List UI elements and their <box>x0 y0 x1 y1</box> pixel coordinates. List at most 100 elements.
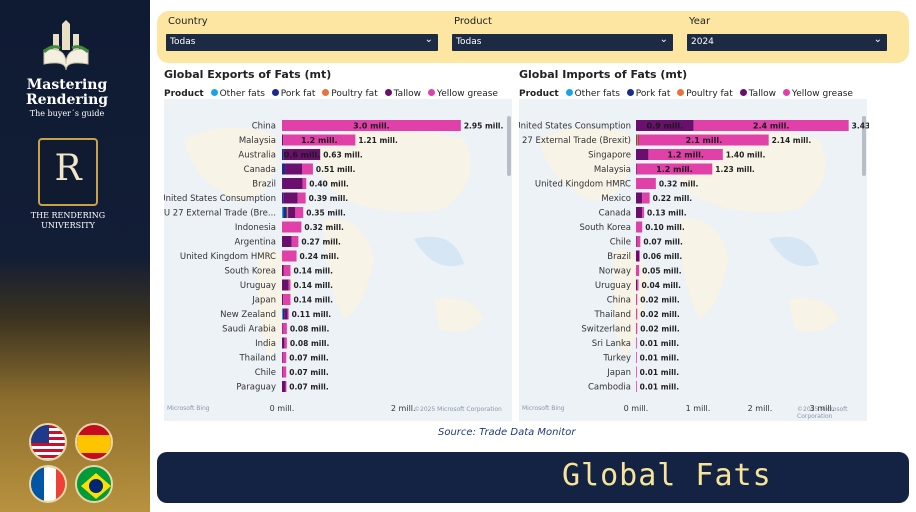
bar-segment-tallow[interactable] <box>636 279 638 291</box>
bar-segment-pork-fat[interactable] <box>282 192 284 204</box>
total-label: 0.22 mill. <box>653 194 693 203</box>
bar-segment-yellow-grease[interactable] <box>282 120 461 131</box>
bar-segment-yellow-grease[interactable] <box>302 163 313 175</box>
bar-segment-yellow-grease[interactable] <box>637 279 639 291</box>
bar-segment-tallow[interactable] <box>282 337 285 349</box>
brazil-flag-icon[interactable] <box>75 465 113 503</box>
bar-segment-tallow[interactable] <box>288 207 296 218</box>
bar-segment-tallow[interactable] <box>282 134 284 146</box>
bar-segment-yellow-grease[interactable] <box>636 236 641 247</box>
segment-value-label: 0.9 mill. <box>647 122 684 131</box>
legend-item-tallow[interactable]: Tallow <box>739 89 776 99</box>
legend-item-other-fats[interactable]: Other fats <box>210 89 265 99</box>
bar-segment-yellow-grease[interactable] <box>287 308 289 320</box>
bar-segment-yellow-grease[interactable] <box>636 294 638 305</box>
chevron-down-icon: ⌄ <box>873 34 882 45</box>
bar-segment-pork-fat[interactable] <box>283 207 287 218</box>
bar-segment-yellow-grease[interactable] <box>642 192 650 204</box>
bar-segment-tallow[interactable] <box>636 250 640 262</box>
legend-dot <box>427 89 435 96</box>
us-flag-icon[interactable] <box>29 423 67 461</box>
x-tick-label: 2 mill. <box>748 404 773 413</box>
bar-segment-pork-fat[interactable] <box>636 134 637 146</box>
legend-item-poultry-fat[interactable]: Poultry fat <box>322 89 378 99</box>
bar-segment-yellow-grease[interactable] <box>288 279 291 291</box>
bar-segment-tallow[interactable] <box>636 236 637 247</box>
bar-segment-yellow-grease[interactable] <box>636 381 637 392</box>
category-label: Chile <box>255 368 276 378</box>
bar-segment-tallow[interactable] <box>283 192 298 204</box>
bar-segment-tallow[interactable] <box>283 149 321 160</box>
bar-segment-tallow[interactable] <box>282 381 286 392</box>
product-dropdown[interactable]: Todas ⌄ <box>452 34 673 51</box>
bar-segment-yellow-grease[interactable] <box>282 221 302 233</box>
bar-segment-pork-fat[interactable] <box>282 149 284 160</box>
bar-segment-tallow[interactable] <box>282 236 292 247</box>
bar-segment-tallow[interactable] <box>284 308 288 320</box>
bar-segment-yellow-grease[interactable] <box>636 323 638 334</box>
year-dropdown[interactable]: 2024 ⌄ <box>687 34 887 51</box>
bar-segment-yellow-grease[interactable] <box>636 308 638 320</box>
bar-segment-pork-fat[interactable] <box>282 163 286 175</box>
bar-segment-tallow[interactable] <box>285 163 303 175</box>
legend-item-other-fats[interactable]: Other fats <box>565 89 620 99</box>
country-dropdown[interactable]: Todas ⌄ <box>166 34 438 51</box>
bar-segment-yellow-grease[interactable] <box>693 120 849 131</box>
bar-segment-yellow-grease[interactable] <box>636 366 637 378</box>
bar-segment-tallow[interactable] <box>282 178 303 189</box>
bar-segment-tallow[interactable] <box>636 120 694 131</box>
bar-segment-tallow[interactable] <box>636 149 649 160</box>
france-flag-icon[interactable] <box>29 465 67 503</box>
legend-item-pork-fat[interactable]: Pork fat <box>626 89 670 99</box>
bar-segment-tallow[interactable] <box>636 163 637 175</box>
bar-segment-yellow-grease[interactable] <box>636 265 640 276</box>
bar-segment-poultry-fat[interactable] <box>286 207 289 218</box>
legend-item-tallow[interactable]: Tallow <box>384 89 421 99</box>
bar-segment-yellow-grease[interactable] <box>639 250 640 262</box>
bar-segment-tallow[interactable] <box>282 323 283 334</box>
bar-segment-yellow-grease[interactable] <box>636 337 637 349</box>
bar-segment-tallow[interactable] <box>636 207 643 218</box>
legend-item-pork-fat[interactable]: Pork fat <box>271 89 315 99</box>
bar-segment-yellow-grease[interactable] <box>636 352 637 363</box>
bar-segment-yellow-grease[interactable] <box>636 178 656 189</box>
bar-segment-yellow-grease[interactable] <box>302 178 307 189</box>
bar-segment-poultry-fat[interactable] <box>636 134 639 146</box>
bar-segment-pork-fat[interactable] <box>282 308 285 320</box>
bar-segment-yellow-grease[interactable] <box>295 207 304 218</box>
bar-segment-yellow-grease[interactable] <box>282 366 287 378</box>
bar-segment-yellow-grease[interactable] <box>284 337 287 349</box>
exports-scrollbar[interactable] <box>507 116 511 176</box>
bar-segment-yellow-grease[interactable] <box>642 207 645 218</box>
bar-segment-yellow-grease[interactable] <box>283 265 291 276</box>
bar-segment-yellow-grease[interactable] <box>639 134 769 146</box>
bar-segment-pork-fat[interactable] <box>282 178 283 189</box>
university-name-line1: THE RENDERING <box>30 211 106 220</box>
bar-segment-yellow-grease[interactable] <box>282 250 297 262</box>
bar-segment-yellow-grease[interactable] <box>636 221 643 233</box>
legend-item-yellow-grease[interactable]: Yellow grease <box>782 89 853 99</box>
segment-value-label: 1.2 mill. <box>301 136 338 145</box>
bar-segment-tallow[interactable] <box>282 294 284 305</box>
bar-segment-yellow-grease[interactable] <box>291 236 299 247</box>
imports-scrollbar[interactable] <box>862 116 866 176</box>
bar-segment-tallow[interactable] <box>282 265 284 276</box>
bar-segment-yellow-grease[interactable] <box>285 381 287 392</box>
bar-segment-other-fats[interactable] <box>282 207 284 218</box>
spain-flag-icon[interactable] <box>75 423 113 461</box>
bar-segment-yellow-grease[interactable] <box>282 352 287 363</box>
bar-segment-yellow-grease[interactable] <box>297 192 306 204</box>
bar-segment-yellow-grease[interactable] <box>648 149 723 160</box>
bar-segment-tallow[interactable] <box>282 352 283 363</box>
bar-segment-yellow-grease[interactable] <box>636 163 713 175</box>
bar-segment-other-fats[interactable] <box>282 308 283 320</box>
legend-item-poultry-fat[interactable]: Poultry fat <box>677 89 733 99</box>
bar-segment-tallow[interactable] <box>638 134 640 146</box>
bar-segment-yellow-grease[interactable] <box>283 134 356 146</box>
bar-segment-tallow[interactable] <box>282 279 289 291</box>
bar-segment-tallow[interactable] <box>282 366 283 378</box>
bar-segment-tallow[interactable] <box>636 192 643 204</box>
bar-segment-yellow-grease[interactable] <box>282 323 287 334</box>
bar-segment-yellow-grease[interactable] <box>283 294 291 305</box>
legend-item-yellow-grease[interactable]: Yellow grease <box>427 89 498 99</box>
